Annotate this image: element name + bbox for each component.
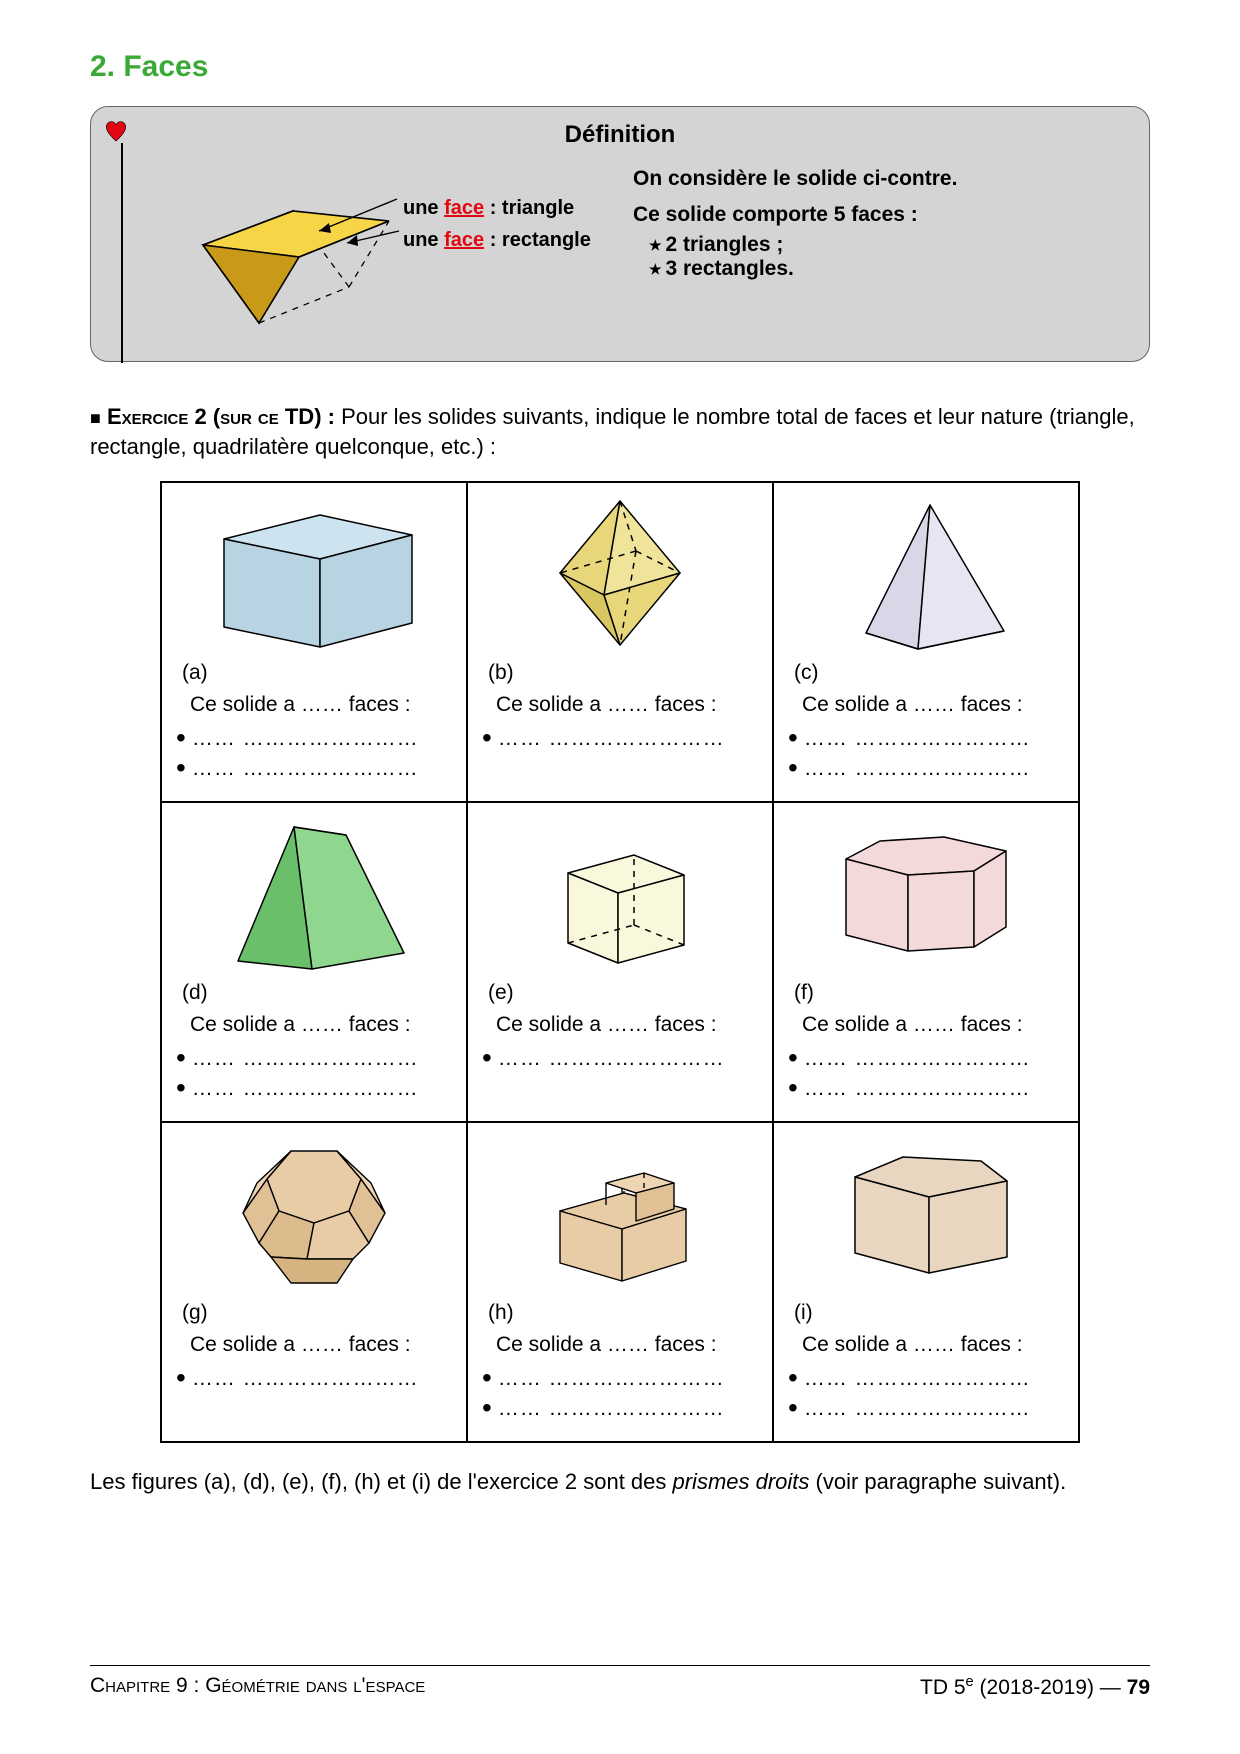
blank-line: •…… …………………… bbox=[176, 757, 452, 781]
faces-line: Ce solide a …… faces : bbox=[496, 693, 758, 717]
faces-line: Ce solide a …… faces : bbox=[802, 1333, 1064, 1357]
definition-line2: Ce solide comporte 5 faces : bbox=[633, 203, 1127, 227]
definition-line1: On considère le solide ci-contre. bbox=[633, 167, 1127, 191]
cell-g: (g) Ce solide a …… faces : •…… …………………… bbox=[161, 1122, 467, 1442]
cell-letter: (h) bbox=[488, 1301, 758, 1325]
definition-box: Définition bbox=[90, 106, 1150, 362]
solids-grid: (a) Ce solide a …… faces : •…… …………………… … bbox=[160, 481, 1080, 1443]
blank-line: •…… …………………… bbox=[482, 1047, 758, 1071]
blank-line: •…… …………………… bbox=[788, 1397, 1064, 1421]
cell-letter: (b) bbox=[488, 661, 758, 685]
section-title: 2. Faces bbox=[90, 50, 1150, 84]
blank-line: •…… …………………… bbox=[788, 1047, 1064, 1071]
faces-line: Ce solide a …… faces : bbox=[190, 693, 452, 717]
blank-line: •…… …………………… bbox=[788, 1367, 1064, 1391]
page-footer: Chapitre 9 : Géométrie dans l'espace TD … bbox=[90, 1665, 1150, 1700]
blank-line: •…… …………………… bbox=[482, 1367, 758, 1391]
exercise-heading: ■ Exercice 2 (sur ce TD) : Pour les soli… bbox=[90, 402, 1150, 461]
definition-text: On considère le solide ci-contre. Ce sol… bbox=[633, 153, 1127, 281]
blank-line: •…… …………………… bbox=[176, 1367, 452, 1391]
faces-line: Ce solide a …… faces : bbox=[496, 1333, 758, 1357]
definition-item: 3 rectangles. bbox=[649, 257, 1127, 281]
definition-item: 2 triangles ; bbox=[649, 233, 1127, 257]
faces-line: Ce solide a …… faces : bbox=[802, 693, 1064, 717]
face-label-triangle: une face : triangle bbox=[403, 197, 574, 220]
faces-line: Ce solide a …… faces : bbox=[190, 1333, 452, 1357]
blank-line: •…… …………………… bbox=[176, 727, 452, 751]
footer-right: TD 5e (2018-2019) — 79 bbox=[920, 1674, 1150, 1700]
faces-line: Ce solide a …… faces : bbox=[190, 1013, 452, 1037]
blank-line: •…… …………………… bbox=[482, 1397, 758, 1421]
cell-letter: (g) bbox=[182, 1301, 452, 1325]
blank-line: •…… …………………… bbox=[788, 757, 1064, 781]
cell-d: (d) Ce solide a …… faces : •…… …………………… … bbox=[161, 802, 467, 1122]
blank-line: •…… …………………… bbox=[788, 727, 1064, 751]
faces-line: Ce solide a …… faces : bbox=[496, 1013, 758, 1037]
definition-figure: une face : triangle une face : rectangle bbox=[113, 153, 633, 343]
blank-line: •…… …………………… bbox=[482, 727, 758, 751]
note-text: Les figures (a), (d), (e), (f), (h) et (… bbox=[90, 1469, 1150, 1495]
cell-f: (f) Ce solide a …… faces : •…… …………………… … bbox=[773, 802, 1079, 1122]
cell-h: (h) Ce solide a …… faces : •…… …………………… … bbox=[467, 1122, 773, 1442]
cell-letter: (e) bbox=[488, 981, 758, 1005]
footer-left: Chapitre 9 : Géométrie dans l'espace bbox=[90, 1674, 425, 1700]
face-label-rectangle: une face : rectangle bbox=[403, 229, 591, 252]
blank-line: •…… …………………… bbox=[176, 1077, 452, 1101]
blank-line: •…… …………………… bbox=[788, 1077, 1064, 1101]
cell-i: (i) Ce solide a …… faces : •…… …………………… … bbox=[773, 1122, 1079, 1442]
cell-letter: (i) bbox=[794, 1301, 1064, 1325]
heart-icon bbox=[103, 119, 129, 148]
cell-e: (e) Ce solide a …… faces : •…… …………………… bbox=[467, 802, 773, 1122]
cell-letter: (d) bbox=[182, 981, 452, 1005]
cell-b: (b) Ce solide a …… faces : •…… …………………… bbox=[467, 482, 773, 802]
cell-c: (c) Ce solide a …… faces : •…… …………………… … bbox=[773, 482, 1079, 802]
cell-letter: (f) bbox=[794, 981, 1064, 1005]
cell-letter: (c) bbox=[794, 661, 1064, 685]
cell-letter: (a) bbox=[182, 661, 452, 685]
cell-a: (a) Ce solide a …… faces : •…… …………………… … bbox=[161, 482, 467, 802]
blank-line: •…… …………………… bbox=[176, 1047, 452, 1071]
faces-line: Ce solide a …… faces : bbox=[802, 1013, 1064, 1037]
